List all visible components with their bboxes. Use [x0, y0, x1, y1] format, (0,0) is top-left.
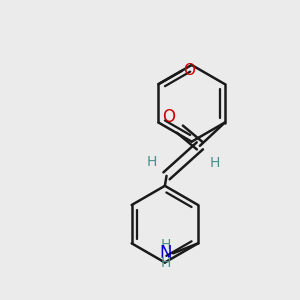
- Text: H: H: [210, 156, 220, 170]
- Text: O: O: [162, 108, 175, 126]
- Text: H: H: [161, 256, 171, 270]
- Text: O: O: [184, 63, 196, 78]
- Text: H: H: [146, 155, 157, 169]
- Text: N: N: [159, 244, 171, 262]
- Text: H: H: [161, 238, 171, 252]
